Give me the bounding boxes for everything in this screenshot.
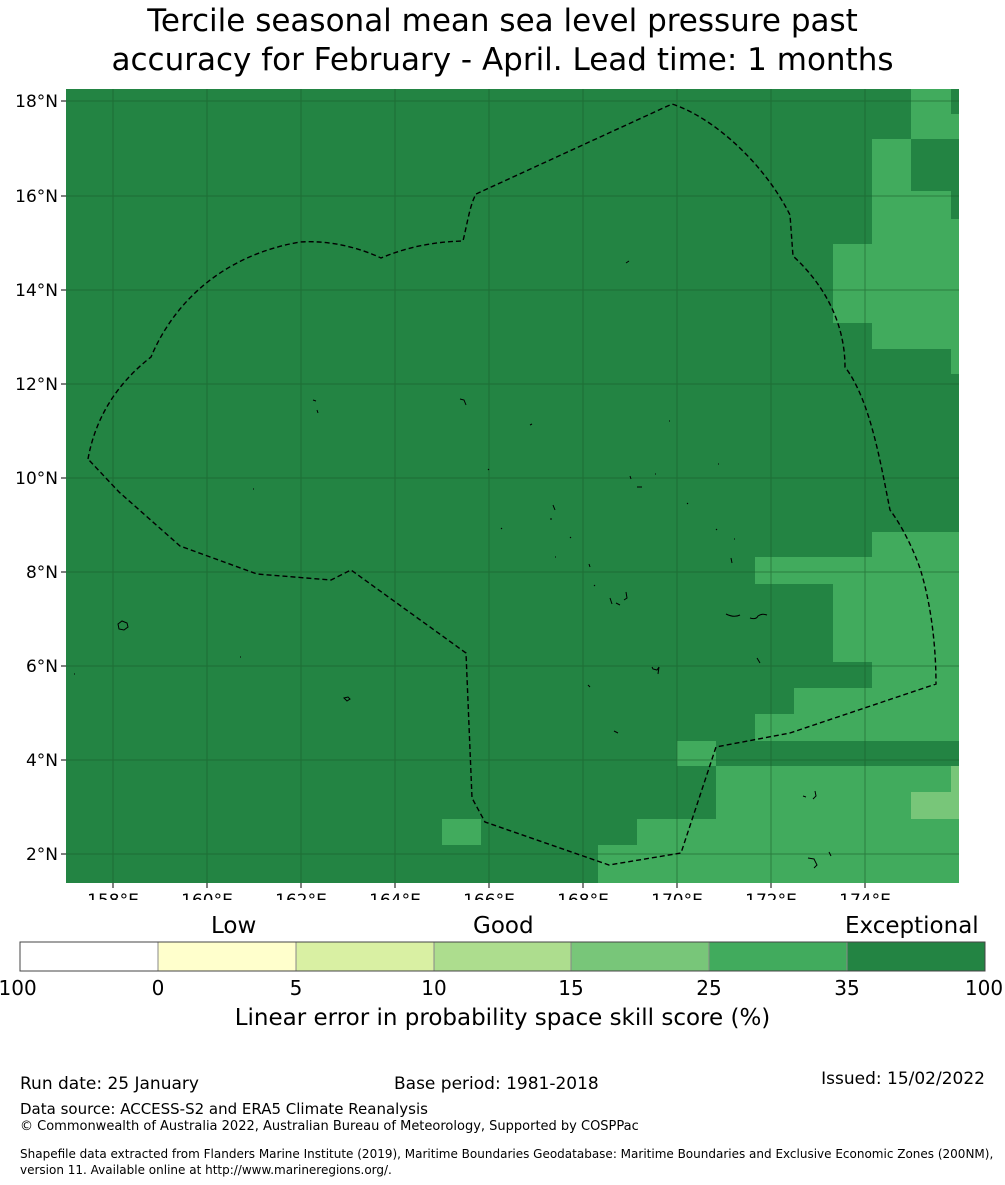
map-figure: 158°E 160°E 162°E 164°E 166°E 168°E 170°… <box>15 89 959 900</box>
colorbar-swatch-15-25 <box>570 941 710 972</box>
lon-label: 172°E <box>745 891 797 900</box>
colorbar-tick: 35 <box>834 976 860 1000</box>
colorbar-swatch-neg100-0 <box>19 941 159 972</box>
colorbar-tick: 25 <box>696 976 722 1000</box>
shapefile-credit-line-2: version 11. Available online at http://w… <box>20 1163 392 1177</box>
lat-label: 12°N <box>15 375 58 395</box>
lon-label: 170°E <box>651 891 703 900</box>
island <box>312 398 467 414</box>
islands <box>74 260 832 869</box>
copyright: © Commonwealth of Australia 2022, Austra… <box>20 1119 639 1134</box>
gridlines <box>66 89 959 883</box>
island <box>609 591 628 606</box>
lat-label: 14°N <box>15 281 58 301</box>
colorbar-swatch-5-10 <box>295 941 435 972</box>
colorbar-tick: 0 <box>151 976 165 1000</box>
title-line-1: Tercile seasonal mean sea level pressure… <box>147 3 858 39</box>
island-kosrae <box>117 620 129 631</box>
lon-label: 174°E <box>839 891 891 900</box>
issued-date: Issued: 15/02/2022 <box>821 1069 985 1089</box>
colorbar-title: Linear error in probability space skill … <box>234 1005 771 1031</box>
colorbar-label-low: Low <box>211 913 257 939</box>
island <box>802 790 832 869</box>
skill-cells-35-100-inset <box>716 89 959 766</box>
lon-label: 162°E <box>275 891 327 900</box>
lat-label: 6°N <box>26 657 58 677</box>
island <box>651 657 761 675</box>
island <box>74 420 735 734</box>
title-line-2: accuracy for February - April. Lead time… <box>111 42 894 78</box>
lat-label: 4°N <box>26 751 58 771</box>
lat-label: 16°N <box>15 187 58 207</box>
colorbar-label-good: Good <box>473 913 534 939</box>
lat-label: 10°N <box>15 469 58 489</box>
lon-label: 168°E <box>557 891 609 900</box>
longitude-labels: 158°E 160°E 162°E 164°E 166°E 168°E 170°… <box>87 891 891 900</box>
lat-label: 18°N <box>15 92 58 112</box>
lon-label: 160°E <box>181 891 233 900</box>
map-plot-area <box>66 89 959 883</box>
island <box>625 260 630 264</box>
colorbar-tick: 10 <box>421 976 447 1000</box>
colorbar-tick: 5 <box>289 976 303 1000</box>
colorbar-swatch-25-35 <box>708 941 848 972</box>
skill-field-exceptional <box>66 89 959 883</box>
colorbar-tick: 100 <box>964 976 1004 1000</box>
axis-ticks <box>61 100 866 888</box>
base-period: Base period: 1981-2018 <box>394 1074 599 1094</box>
shapefile-credit: Shapefile data extracted from Flanders M… <box>20 1146 1005 1178</box>
data-source: Data source: ACCESS-S2 and ERA5 Climate … <box>20 1100 428 1118</box>
lon-label: 158°E <box>87 891 139 900</box>
latitude-labels: 18°N 16°N 14°N 12°N 10°N 8°N 6°N 4°N 2°N <box>15 92 58 865</box>
island <box>343 696 351 702</box>
colorbar-swatch-0-5 <box>157 941 297 972</box>
colorbar <box>19 941 986 972</box>
lat-label: 2°N <box>26 845 58 865</box>
colorbar-tick: -100 <box>0 976 37 1000</box>
colorbar-swatch-10-15 <box>433 941 572 972</box>
lon-label: 164°E <box>369 891 421 900</box>
chart-title: Tercile seasonal mean sea level pressure… <box>0 2 1005 80</box>
colorbar-swatch-35-100 <box>846 941 986 972</box>
colorbar-tick: 15 <box>558 976 584 1000</box>
lat-label: 8°N <box>26 563 58 583</box>
colorbar-label-exceptional: Exceptional <box>845 913 979 939</box>
shapefile-credit-line-1: Shapefile data extracted from Flanders M… <box>20 1147 994 1161</box>
eez-boundary <box>87 103 937 866</box>
skill-cells-15-25 <box>911 766 959 819</box>
island <box>725 613 768 620</box>
run-date: Run date: 25 January <box>20 1074 199 1094</box>
lon-label: 166°E <box>463 891 515 900</box>
